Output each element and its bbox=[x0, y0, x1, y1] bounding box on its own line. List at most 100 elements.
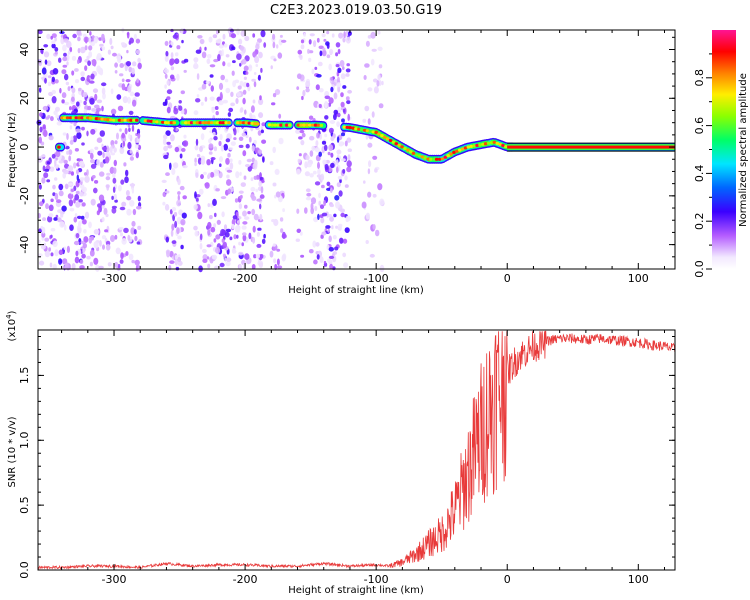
speckle bbox=[347, 154, 351, 162]
ridge-core bbox=[308, 123, 312, 127]
ridge-core bbox=[449, 152, 453, 156]
speckle bbox=[206, 159, 211, 166]
snr-multiplier-base: (x10 bbox=[7, 319, 18, 342]
ridge-core bbox=[158, 120, 162, 124]
speckle bbox=[195, 172, 199, 178]
speckle bbox=[75, 79, 79, 84]
ridge-core bbox=[351, 126, 355, 130]
ridge-core bbox=[201, 121, 205, 125]
ridge-core bbox=[117, 118, 122, 122]
speckle bbox=[235, 171, 240, 179]
speckle bbox=[119, 206, 126, 211]
speckle bbox=[243, 76, 247, 81]
ridge-core bbox=[227, 121, 231, 125]
speckle bbox=[43, 129, 48, 137]
speckle bbox=[372, 155, 378, 160]
speckle bbox=[112, 186, 116, 193]
speckle bbox=[236, 234, 239, 239]
speckle bbox=[295, 129, 301, 134]
speckle bbox=[236, 125, 240, 133]
spectrogram-speckle-layer bbox=[36, 27, 385, 273]
speckle bbox=[335, 52, 339, 57]
colorbar-tick-label: 0.8 bbox=[693, 69, 706, 87]
speckle bbox=[337, 106, 342, 113]
speckle bbox=[209, 64, 216, 68]
ridge-core bbox=[143, 119, 148, 123]
speckle bbox=[82, 247, 85, 255]
speckle bbox=[178, 105, 183, 111]
speckle bbox=[193, 225, 198, 231]
speckle bbox=[342, 252, 347, 258]
ridge-core bbox=[365, 129, 370, 133]
speckle bbox=[325, 225, 331, 229]
speckle bbox=[255, 43, 260, 50]
speckle bbox=[67, 165, 74, 172]
speckle bbox=[78, 87, 82, 92]
snr-series-line bbox=[37, 330, 676, 570]
speckle bbox=[177, 178, 181, 186]
speckle bbox=[364, 105, 370, 112]
speckle bbox=[253, 254, 257, 259]
speckle bbox=[220, 145, 224, 152]
speckle bbox=[233, 234, 237, 240]
speckle bbox=[326, 54, 331, 59]
speckle bbox=[206, 244, 212, 248]
ridge-core bbox=[94, 117, 99, 121]
speckle bbox=[218, 140, 222, 147]
speckle bbox=[113, 167, 117, 175]
ridge-core bbox=[91, 116, 96, 120]
speckle bbox=[101, 217, 105, 222]
speckle bbox=[276, 248, 281, 252]
speckle bbox=[168, 265, 172, 271]
speckle bbox=[40, 154, 46, 158]
speckle bbox=[367, 87, 373, 92]
speckle bbox=[109, 37, 113, 46]
speckle bbox=[297, 73, 302, 80]
speckle bbox=[73, 216, 78, 223]
speckle bbox=[308, 115, 314, 120]
speckle bbox=[96, 210, 100, 216]
speckle bbox=[371, 48, 377, 52]
speckle bbox=[310, 197, 317, 205]
speckle bbox=[316, 174, 322, 178]
speckle bbox=[243, 175, 247, 180]
ridge-core bbox=[218, 121, 223, 125]
speckle bbox=[51, 89, 56, 95]
speckle bbox=[314, 147, 320, 153]
speckle bbox=[340, 92, 344, 98]
ridge-core bbox=[244, 121, 249, 125]
speckle bbox=[257, 227, 262, 231]
speckle bbox=[227, 188, 232, 195]
speckle bbox=[341, 118, 345, 123]
speckle bbox=[172, 214, 176, 222]
speckle bbox=[242, 234, 247, 242]
speckle bbox=[78, 160, 85, 167]
speckle bbox=[101, 105, 104, 112]
speckle bbox=[379, 198, 385, 206]
speckle bbox=[59, 221, 65, 228]
speckle bbox=[365, 240, 369, 244]
speckle bbox=[344, 140, 348, 147]
speckle bbox=[253, 175, 258, 180]
speckle bbox=[97, 150, 103, 156]
speckle bbox=[131, 124, 135, 132]
speckle bbox=[165, 172, 170, 177]
ridge-core bbox=[77, 116, 81, 120]
speckle bbox=[165, 130, 171, 137]
speckle bbox=[242, 221, 248, 225]
speckle bbox=[125, 190, 130, 196]
speckle bbox=[365, 212, 370, 220]
speckle bbox=[51, 40, 56, 45]
x-tick-label: -100 bbox=[364, 573, 389, 586]
ridge-core bbox=[106, 118, 110, 122]
speckle bbox=[301, 95, 304, 101]
speckle bbox=[225, 87, 231, 94]
speckle bbox=[75, 233, 80, 239]
speckle bbox=[241, 225, 247, 230]
speckle bbox=[313, 259, 318, 265]
speckle bbox=[71, 96, 75, 102]
speckle bbox=[226, 257, 232, 263]
speckle bbox=[48, 135, 54, 141]
speckle bbox=[300, 44, 305, 50]
speckle bbox=[128, 40, 132, 45]
